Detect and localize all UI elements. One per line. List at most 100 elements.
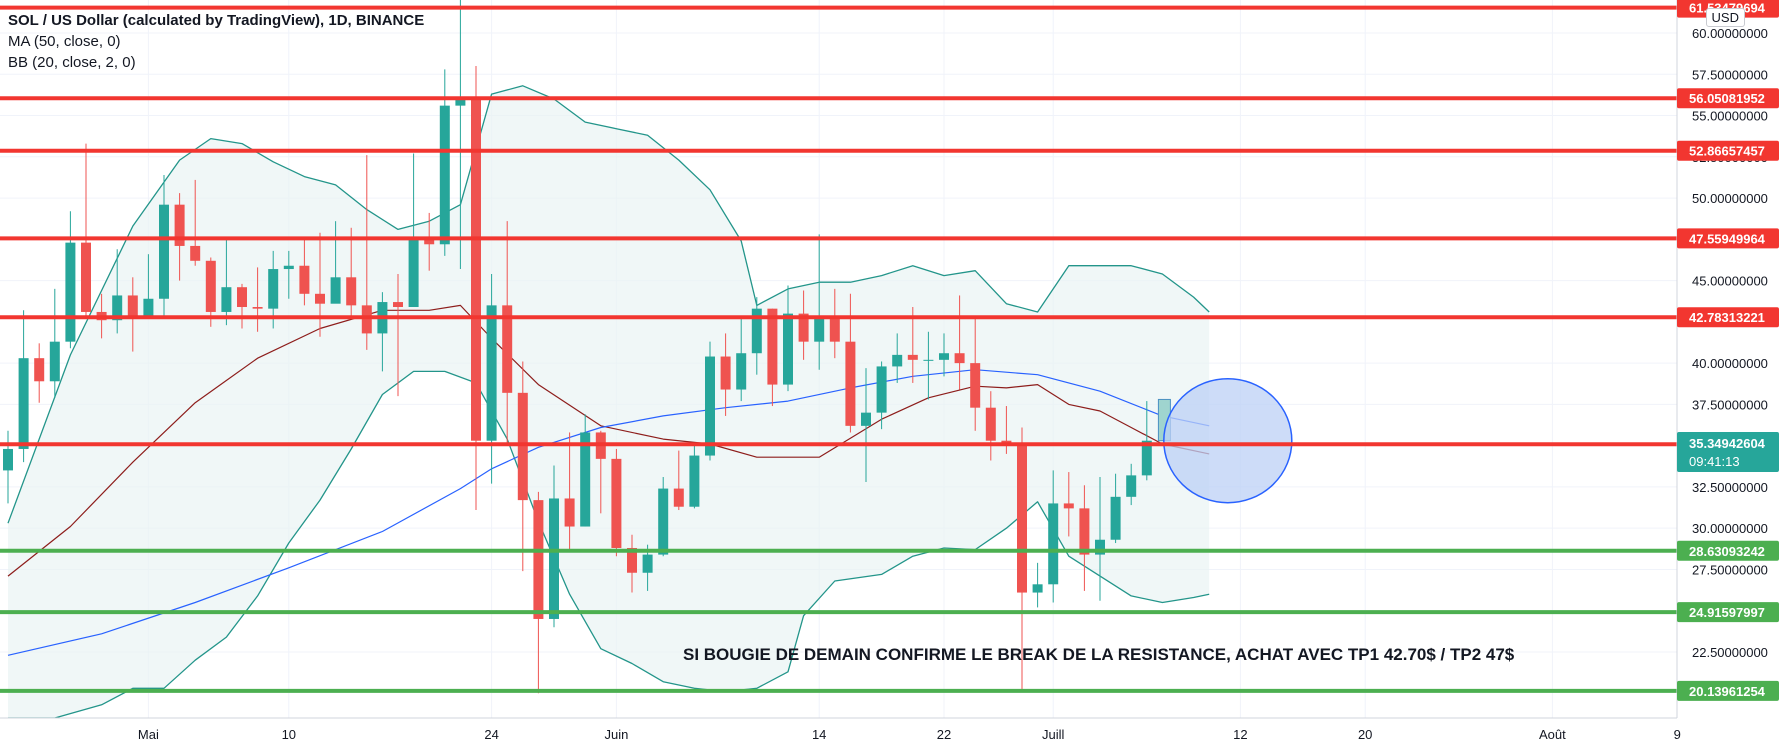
candle-body[interactable] [751,308,762,354]
bollinger-lower-line[interactable] [8,370,1210,719]
price-axis[interactable] [1677,0,1787,752]
candle-body[interactable] [315,293,325,304]
candle-body[interactable] [1095,539,1105,555]
candle-body[interactable] [486,305,497,441]
candle-body[interactable] [49,341,60,382]
candle-body[interactable] [736,353,747,390]
candle-body[interactable] [954,353,965,364]
candle-body[interactable] [689,455,700,507]
candle-body[interactable] [923,359,934,361]
candle-body[interactable] [361,305,372,334]
candle-body[interactable] [907,354,918,360]
candle-body[interactable] [1141,440,1152,476]
time-axis[interactable] [0,718,1677,752]
candle-body[interactable] [798,313,809,342]
ma50-line[interactable] [7,369,1210,656]
time-tick-label: 20 [1358,727,1372,742]
candle-body[interactable] [720,356,731,390]
candle-body[interactable] [455,97,466,106]
candle-body[interactable] [783,313,793,385]
candle-body[interactable] [549,498,559,619]
candle-body[interactable] [1079,508,1090,555]
candle-body[interactable] [611,458,622,548]
candle-body[interactable] [1110,496,1121,540]
candle-body[interactable] [237,287,247,308]
candle-body[interactable] [1126,475,1137,497]
candle-body[interactable] [970,363,981,408]
candle-body[interactable] [845,341,856,426]
candle-body[interactable] [673,488,684,507]
candle-body[interactable] [627,547,637,573]
ma-indicator-label[interactable]: MA (50, close, 0) [8,33,121,50]
candle-body[interactable] [221,287,232,312]
candle-body[interactable] [190,245,201,261]
candle-body[interactable] [876,366,887,413]
candle-body[interactable] [81,242,91,312]
candle-body[interactable] [18,358,29,449]
candle-body[interactable] [502,305,513,393]
candle-body[interactable] [829,316,840,342]
candle-body[interactable] [861,412,871,426]
candle-body[interactable] [112,295,123,321]
price-level-badge [1677,307,1779,328]
bollinger-upper-line[interactable] [7,85,1210,524]
candle-body[interactable] [34,358,45,382]
candle-body[interactable] [3,448,13,471]
time-tick-label: 12 [1233,727,1247,742]
candle-body[interactable] [658,488,669,555]
candle-body[interactable] [814,316,825,342]
symbol-title: SOL / US Dollar (calculated by TradingVi… [8,12,425,29]
candle-body[interactable] [65,242,76,342]
candle-body[interactable] [517,392,528,501]
candle-body[interactable] [580,432,591,527]
candle-body[interactable] [408,237,419,308]
price-level-label: 24.91597997 [1689,605,1765,620]
price-level-badge [1677,140,1779,161]
time-tick-label: Juin [604,727,628,742]
candle-body[interactable] [1063,503,1074,509]
candle-body[interactable] [143,298,154,319]
candle-body[interactable] [346,277,357,306]
candle-body[interactable] [939,353,949,360]
candle-body[interactable] [1032,584,1043,593]
price-level-badge [1677,602,1779,623]
candle-body[interactable] [268,269,279,309]
candle-body[interactable] [892,354,903,367]
candle-body[interactable] [1048,503,1059,585]
time-tick-label: Août [1539,727,1566,742]
price-tick-label: 60.00000000 [1692,26,1768,41]
candle-body[interactable] [471,97,481,441]
candle-body[interactable] [330,277,341,304]
candle-body[interactable] [252,307,263,309]
candle-body[interactable] [985,407,996,441]
price-level-label: 28.63093242 [1689,544,1765,559]
price-level-label: 42.78313221 [1689,310,1765,325]
candle-body[interactable] [1017,444,1027,593]
currency-badge[interactable]: USD [1705,8,1745,27]
candle-body[interactable] [564,498,575,527]
bb-indicator-label[interactable]: BB (20, close, 2, 0) [8,54,136,71]
candle-body[interactable] [299,265,310,294]
candle-body[interactable] [127,295,138,319]
candle-body[interactable] [767,308,778,385]
price-tick-label: 30.00000000 [1692,521,1768,536]
candle-body[interactable] [159,204,169,299]
candle-body[interactable] [205,260,216,312]
candle-body[interactable] [439,105,450,245]
time-tick-label: 10 [282,727,296,742]
bollinger-band-fill [8,85,1210,719]
bollinger-basis-line[interactable] [7,304,1210,577]
candle-body[interactable] [642,554,653,573]
candle-body[interactable] [424,237,435,245]
candle-body[interactable] [174,204,185,246]
candle-body[interactable] [283,265,294,270]
candle-body[interactable] [533,500,544,619]
annotation-text[interactable]: SI BOUGIE DE DEMAIN CONFIRME LE BREAK DE… [683,645,1515,664]
price-tick-label: 57.50000000 [1692,67,1768,82]
candle-body[interactable] [705,356,715,456]
highlight-circle[interactable] [1163,377,1293,504]
price-tick-label: 40.00000000 [1692,356,1768,371]
price-tick-label: 37.50000000 [1692,397,1768,412]
candle-body[interactable] [393,302,403,308]
